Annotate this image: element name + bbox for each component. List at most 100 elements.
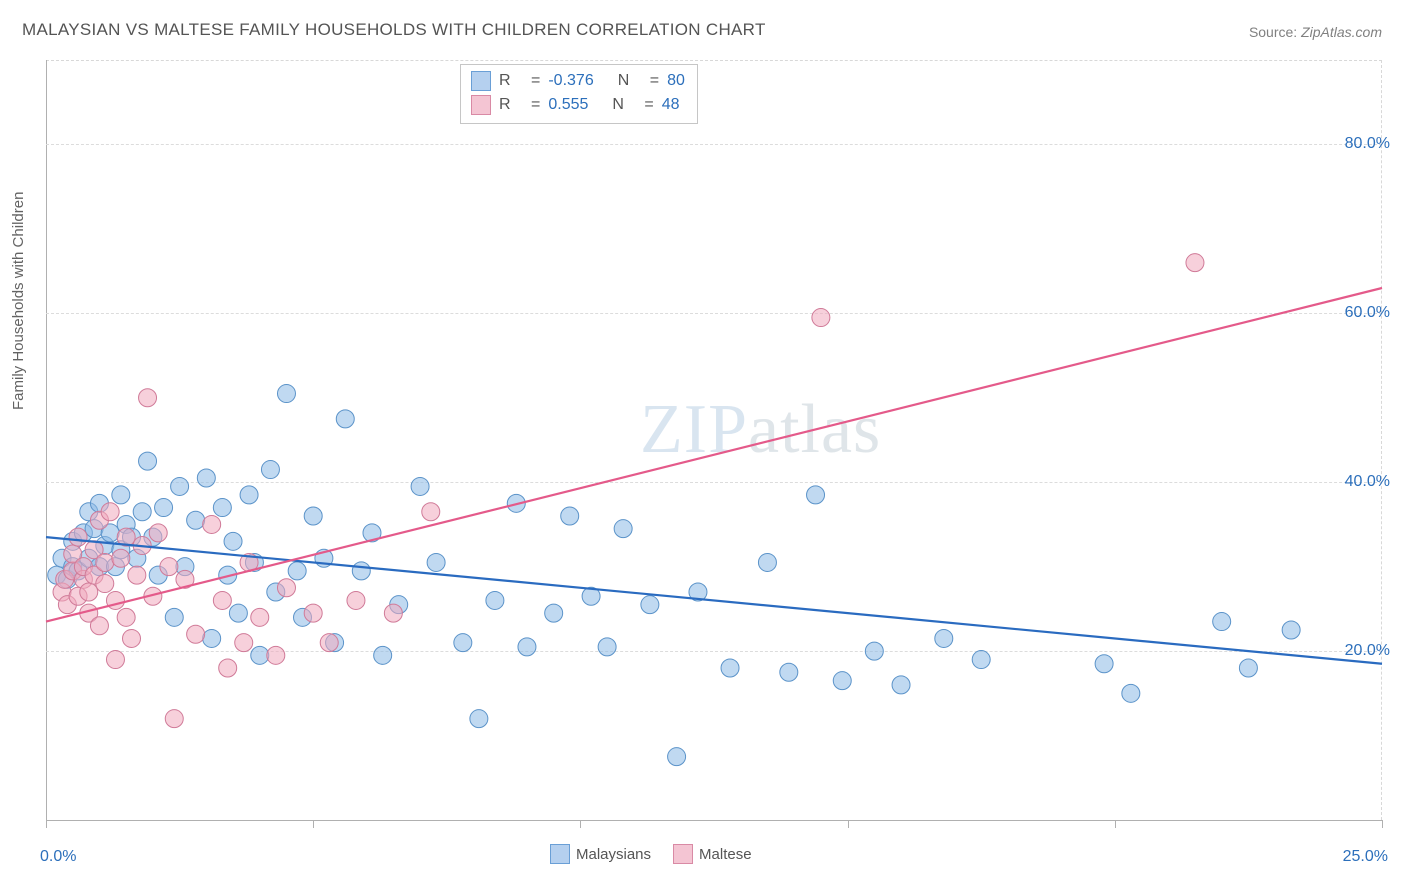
point-malaysians [352, 562, 370, 580]
legend-item-malaysians: Malaysians [550, 844, 651, 864]
legend-label-maltese: Maltese [699, 846, 752, 863]
point-maltese [320, 634, 338, 652]
point-maltese [123, 629, 141, 647]
x-tick-0 [46, 820, 47, 828]
point-malaysians [1213, 613, 1231, 631]
x-axis [46, 820, 1382, 821]
trendline-maltese [46, 288, 1382, 622]
legend-label-malaysians: Malaysians [576, 846, 651, 863]
point-malaysians [972, 651, 990, 669]
legend-series: Malaysians Maltese [550, 844, 752, 864]
point-maltese [69, 528, 87, 546]
point-maltese [112, 549, 130, 567]
point-maltese [101, 503, 119, 521]
legend-row-pink: R = 0.555 N = 48 [471, 93, 685, 117]
point-maltese [160, 558, 178, 576]
x-label-max: 25.0% [1343, 848, 1388, 866]
point-maltese [149, 524, 167, 542]
x-label-min: 0.0% [40, 848, 76, 866]
point-malaysians [133, 503, 151, 521]
point-maltese [304, 604, 322, 622]
legend-r-pink: 0.555 [548, 96, 588, 114]
point-malaysians [892, 676, 910, 694]
point-malaysians [155, 499, 173, 517]
point-malaysians [197, 469, 215, 487]
point-maltese [96, 553, 114, 571]
point-malaysians [213, 499, 231, 517]
chart-container: MALAYSIAN VS MALTESE FAMILY HOUSEHOLDS W… [0, 0, 1406, 892]
point-malaysians [277, 385, 295, 403]
point-maltese [90, 617, 108, 635]
point-maltese [347, 591, 365, 609]
source-credit: Source: ZipAtlas.com [1249, 24, 1382, 40]
x-tick-10 [580, 820, 581, 828]
source-label: Source: [1249, 24, 1301, 40]
point-maltese [251, 608, 269, 626]
plot-svg [46, 60, 1382, 820]
point-maltese [267, 646, 285, 664]
chart-title: MALAYSIAN VS MALTESE FAMILY HOUSEHOLDS W… [22, 20, 766, 40]
legend-n-blue: 80 [667, 72, 685, 90]
point-malaysians [112, 486, 130, 504]
point-maltese [165, 710, 183, 728]
point-malaysians [561, 507, 579, 525]
x-tick-5 [313, 820, 314, 828]
point-malaysians [240, 486, 258, 504]
point-malaysians [545, 604, 563, 622]
point-malaysians [427, 553, 445, 571]
point-malaysians [1239, 659, 1257, 677]
legend-r-blue: -0.376 [548, 72, 593, 90]
x-tick-20 [1115, 820, 1116, 828]
point-malaysians [614, 520, 632, 538]
legend-n-pink: 48 [662, 96, 680, 114]
point-malaysians [454, 634, 472, 652]
point-maltese [187, 625, 205, 643]
point-maltese [812, 309, 830, 327]
point-malaysians [641, 596, 659, 614]
point-maltese [1186, 254, 1204, 272]
point-malaysians [251, 646, 269, 664]
point-malaysians [780, 663, 798, 681]
point-malaysians [165, 608, 183, 626]
point-maltese [106, 651, 124, 669]
x-tick-15 [848, 820, 849, 828]
point-malaysians [486, 591, 504, 609]
point-maltese [235, 634, 253, 652]
point-malaysians [833, 672, 851, 690]
point-malaysians [374, 646, 392, 664]
point-malaysians [668, 748, 686, 766]
point-malaysians [1095, 655, 1113, 673]
point-malaysians [865, 642, 883, 660]
point-maltese [139, 389, 157, 407]
legend-r-label: R [499, 72, 523, 90]
legend-swatch-pink [471, 95, 491, 115]
point-maltese [117, 608, 135, 626]
point-maltese [80, 583, 98, 601]
point-malaysians [598, 638, 616, 656]
source-link[interactable]: ZipAtlas.com [1301, 24, 1382, 40]
legend-item-maltese: Maltese [673, 844, 752, 864]
point-malaysians [187, 511, 205, 529]
point-maltese [128, 566, 146, 584]
legend-swatch-pink-icon [673, 844, 693, 864]
legend-swatch-blue [471, 71, 491, 91]
point-maltese [203, 515, 221, 533]
point-malaysians [721, 659, 739, 677]
point-malaysians [1282, 621, 1300, 639]
y-axis-title: Family Households with Children [10, 192, 27, 410]
point-malaysians [171, 477, 189, 495]
point-malaysians [304, 507, 322, 525]
point-maltese [213, 591, 231, 609]
point-malaysians [411, 477, 429, 495]
legend-row-blue: R = -0.376 N = 80 [471, 69, 685, 93]
legend-correlation: R = -0.376 N = 80 R = 0.555 N = 48 [460, 64, 698, 124]
point-malaysians [224, 532, 242, 550]
point-maltese [277, 579, 295, 597]
point-malaysians [518, 638, 536, 656]
point-malaysians [758, 553, 776, 571]
point-malaysians [261, 461, 279, 479]
point-malaysians [229, 604, 247, 622]
point-malaysians [139, 452, 157, 470]
point-maltese [96, 575, 114, 593]
point-malaysians [203, 629, 221, 647]
